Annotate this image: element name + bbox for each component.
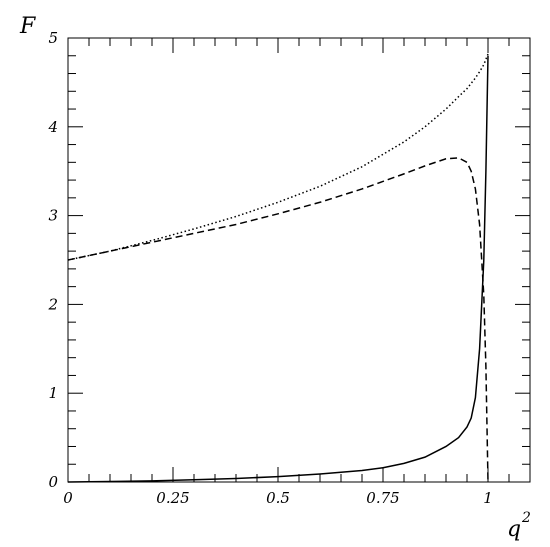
y-tick-label: 0 [48,473,58,491]
y-tick-label: 5 [48,29,58,47]
y-tick-label: 3 [48,207,58,225]
x-axis-title: q [507,517,521,542]
y-tick-label: 1 [48,384,58,402]
x-tick-label: 0.25 [156,489,189,507]
y-tick-label: 2 [47,295,58,313]
x-tick-label: 1 [483,489,493,507]
x-tick-label: 0.75 [366,489,399,507]
plot-frame [67,37,531,483]
x-tick-label: 0 [63,489,73,507]
series-lines [67,53,489,483]
x-tick-label: 0.5 [266,489,290,507]
series-dotted-line [67,53,489,261]
x-axis-title-superscript: 2 [521,510,531,526]
axis-ticks [67,37,531,483]
series-solid-line [67,55,489,483]
y-axis-title: F [19,14,36,39]
axis-tick-labels: 0 1 2 3 4 5 0 0.25 0.5 0.75 1 [47,29,492,507]
y-tick-label: 4 [47,118,58,136]
series-dashed-line [67,157,489,483]
